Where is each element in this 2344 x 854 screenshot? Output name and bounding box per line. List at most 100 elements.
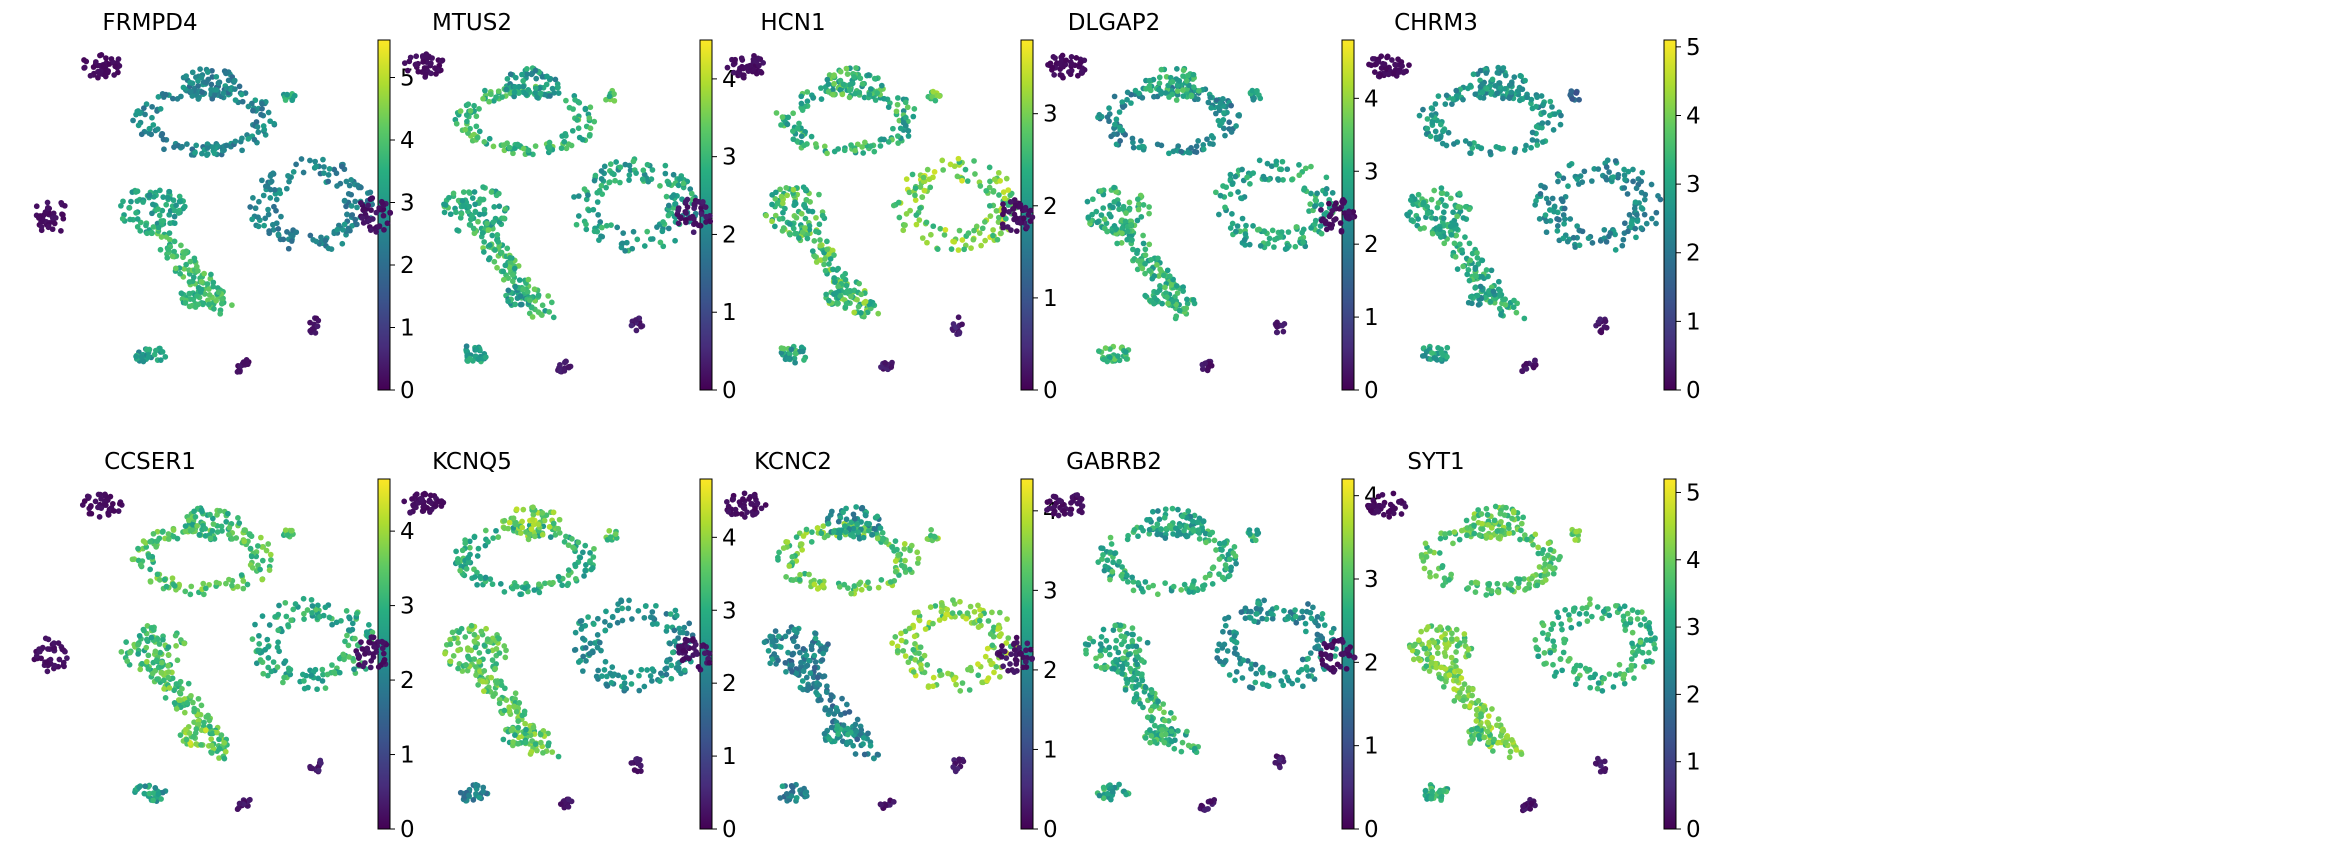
cell-point	[940, 167, 946, 173]
cell-point	[1222, 204, 1228, 211]
cell-point	[171, 207, 178, 214]
scatter-points	[358, 51, 699, 375]
cell-point	[1221, 110, 1227, 116]
cell-point	[520, 83, 527, 90]
cell-point	[249, 216, 256, 223]
cell-point	[885, 104, 892, 110]
cell-point	[810, 95, 816, 101]
cell-point	[218, 732, 225, 738]
cell-point	[1135, 258, 1141, 264]
cell-point	[179, 143, 185, 150]
cell-point	[413, 61, 419, 68]
cell-point	[221, 740, 228, 746]
cell-point	[991, 176, 998, 183]
cell-point	[537, 90, 544, 97]
cell-point	[525, 87, 532, 93]
cell-point	[826, 297, 832, 304]
colorbar-tick-label: 4	[400, 519, 415, 545]
cell-point	[293, 161, 299, 168]
cell-point	[995, 169, 1002, 176]
cell-point	[1136, 144, 1142, 151]
cell-point	[511, 89, 518, 96]
cell-point	[532, 89, 539, 96]
cell-point	[181, 251, 188, 257]
cell-point	[525, 276, 532, 283]
cell-point	[821, 261, 827, 268]
cell-point	[55, 640, 62, 646]
cell-point	[87, 72, 94, 79]
cell-point	[650, 615, 656, 621]
cell-point	[1528, 144, 1534, 151]
cell-point	[535, 521, 542, 528]
cell-point	[366, 622, 372, 628]
cell-point	[501, 525, 508, 532]
cell-point	[1106, 105, 1112, 111]
cell-point	[1274, 323, 1280, 330]
cell-point	[205, 301, 212, 308]
cell-point	[897, 125, 904, 132]
cell-point	[913, 212, 920, 218]
cell-point	[1477, 283, 1484, 290]
cell-point	[1149, 275, 1156, 282]
panel-title: DLGAP2	[1068, 10, 1161, 36]
cell-point	[1280, 328, 1287, 335]
cell-point	[1106, 211, 1113, 218]
cell-point	[504, 245, 511, 252]
cell-point	[562, 359, 568, 366]
cell-point	[786, 221, 793, 227]
cell-point	[1443, 92, 1450, 99]
cell-point	[670, 649, 676, 656]
cell-point	[1550, 127, 1557, 133]
cell-point	[111, 508, 117, 514]
cell-point	[195, 96, 202, 102]
cell-point	[301, 678, 307, 684]
cell-point	[550, 509, 557, 516]
cell-point	[51, 662, 58, 669]
cell-point	[1193, 149, 1200, 155]
panel-title: HCN1	[760, 10, 825, 36]
cell-point	[1178, 148, 1185, 155]
cell-point	[159, 529, 166, 535]
cell-point	[1607, 230, 1614, 237]
cell-point	[1606, 169, 1612, 175]
cell-point	[1229, 211, 1235, 217]
cell-point	[986, 164, 993, 171]
cell-point	[582, 567, 589, 574]
cell-point	[201, 270, 208, 277]
cell-point	[1278, 166, 1285, 173]
cell-point	[1234, 223, 1241, 229]
cell-point	[117, 500, 123, 507]
cell-point	[1312, 197, 1319, 203]
cell-point	[81, 57, 87, 63]
cell-point	[978, 242, 984, 249]
cell-point	[307, 232, 314, 239]
cell-point	[798, 210, 805, 217]
cell-point	[500, 268, 507, 275]
cell-point	[511, 265, 518, 272]
cell-point	[467, 108, 474, 114]
cell-point	[482, 574, 489, 581]
cell-point	[1232, 173, 1239, 180]
cell-point	[308, 596, 315, 603]
cell-point	[360, 207, 366, 213]
cell-point	[1462, 234, 1468, 241]
cell-point	[366, 189, 373, 196]
cell-point	[133, 189, 139, 195]
cell-point	[1392, 61, 1398, 68]
cell-point	[1450, 209, 1456, 216]
cell-point	[525, 536, 532, 543]
cell-point	[1639, 206, 1646, 212]
cell-point	[1545, 120, 1551, 126]
cell-point	[1120, 104, 1126, 110]
cell-point	[204, 145, 211, 151]
cell-point	[1112, 121, 1118, 128]
cell-point	[1459, 247, 1465, 253]
cell-point	[1285, 229, 1292, 235]
cell-point	[1331, 217, 1337, 223]
cell-point	[802, 186, 809, 193]
panel-title: KCNQ5	[432, 449, 512, 475]
cell-point	[144, 658, 150, 665]
cell-point	[601, 163, 608, 170]
cell-point	[830, 91, 836, 98]
cell-point	[507, 259, 514, 266]
